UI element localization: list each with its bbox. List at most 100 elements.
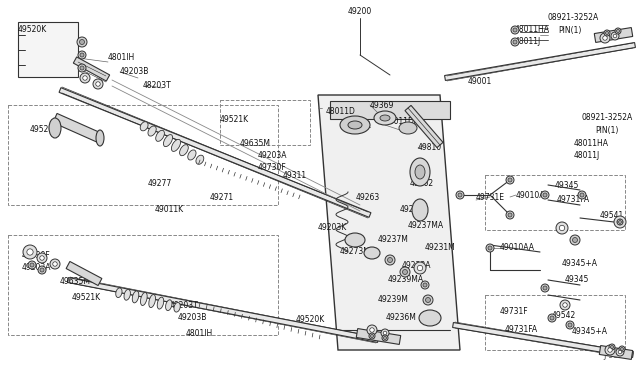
- Circle shape: [80, 73, 90, 83]
- Text: 49810: 49810: [418, 144, 442, 153]
- Circle shape: [541, 191, 549, 199]
- Circle shape: [488, 246, 492, 250]
- Ellipse shape: [399, 122, 417, 134]
- Circle shape: [28, 261, 36, 269]
- Circle shape: [563, 303, 567, 307]
- Text: 4801lH: 4801lH: [108, 54, 135, 62]
- Text: 48011HA: 48011HA: [515, 26, 550, 35]
- Ellipse shape: [116, 288, 122, 298]
- Circle shape: [38, 266, 46, 274]
- Text: 49239MA: 49239MA: [388, 276, 424, 285]
- Circle shape: [604, 30, 610, 36]
- Text: PIN(1): PIN(1): [558, 26, 581, 35]
- Circle shape: [93, 79, 103, 89]
- Circle shape: [621, 347, 623, 350]
- Circle shape: [615, 28, 621, 34]
- Circle shape: [23, 245, 37, 259]
- Text: 49203A: 49203A: [22, 263, 51, 272]
- Circle shape: [403, 269, 408, 275]
- Circle shape: [511, 26, 519, 34]
- Text: 49203A: 49203A: [258, 151, 287, 160]
- Circle shape: [513, 28, 517, 32]
- Text: 49520: 49520: [30, 125, 54, 135]
- Text: 49730F: 49730F: [258, 163, 287, 171]
- Circle shape: [30, 263, 34, 267]
- Text: 49345: 49345: [565, 276, 589, 285]
- Ellipse shape: [174, 302, 180, 312]
- Circle shape: [611, 346, 614, 349]
- Ellipse shape: [180, 145, 188, 156]
- Polygon shape: [445, 42, 636, 80]
- Circle shape: [570, 235, 580, 245]
- Polygon shape: [595, 28, 633, 42]
- Text: 48203T: 48203T: [170, 301, 199, 310]
- Ellipse shape: [374, 111, 396, 125]
- Text: 49369: 49369: [370, 100, 394, 109]
- Circle shape: [80, 66, 84, 70]
- Circle shape: [506, 211, 514, 219]
- Circle shape: [369, 333, 375, 339]
- Circle shape: [543, 286, 547, 290]
- Ellipse shape: [188, 150, 196, 160]
- Text: 49011K: 49011K: [155, 205, 184, 215]
- Circle shape: [605, 32, 609, 35]
- Circle shape: [96, 82, 100, 86]
- Circle shape: [616, 29, 620, 32]
- Polygon shape: [318, 95, 460, 350]
- Circle shape: [560, 300, 570, 310]
- Text: 49731F: 49731F: [500, 308, 529, 317]
- Bar: [220, 100, 310, 145]
- Circle shape: [608, 348, 612, 352]
- Ellipse shape: [345, 233, 365, 247]
- Ellipse shape: [163, 135, 173, 147]
- Bar: [18, 22, 78, 77]
- Text: 49731E: 49731E: [476, 193, 505, 202]
- Circle shape: [511, 38, 519, 46]
- Text: 49345+A: 49345+A: [562, 259, 598, 267]
- Circle shape: [613, 34, 617, 38]
- Circle shape: [27, 249, 33, 255]
- Text: J-93007: J-93007: [604, 351, 635, 360]
- Circle shape: [618, 350, 622, 354]
- Text: 08921-3252A: 08921-3252A: [582, 113, 633, 122]
- Text: 49730F: 49730F: [22, 250, 51, 260]
- Bar: [485, 175, 625, 230]
- Text: 49237MA: 49237MA: [408, 221, 444, 230]
- Circle shape: [611, 32, 619, 40]
- Text: 49239M: 49239M: [378, 295, 409, 305]
- Ellipse shape: [364, 247, 380, 259]
- Circle shape: [578, 191, 586, 199]
- Text: PIN(1): PIN(1): [595, 125, 618, 135]
- Polygon shape: [59, 88, 371, 217]
- Bar: [485, 295, 625, 350]
- Circle shape: [37, 253, 47, 263]
- Circle shape: [619, 346, 625, 352]
- Polygon shape: [356, 328, 401, 344]
- Circle shape: [616, 348, 624, 356]
- Text: 49203B: 49203B: [178, 314, 207, 323]
- Circle shape: [79, 39, 84, 45]
- Text: 49277: 49277: [148, 179, 172, 187]
- Circle shape: [383, 337, 387, 340]
- Text: 49236M: 49236M: [386, 314, 417, 323]
- Text: 49233A: 49233A: [402, 260, 431, 269]
- Circle shape: [385, 255, 395, 265]
- Circle shape: [614, 216, 626, 228]
- Circle shape: [573, 237, 577, 243]
- Circle shape: [617, 219, 623, 225]
- Text: 49520K: 49520K: [296, 315, 325, 324]
- Circle shape: [52, 262, 57, 266]
- Ellipse shape: [419, 310, 441, 326]
- Ellipse shape: [156, 130, 164, 141]
- Ellipse shape: [380, 115, 390, 121]
- Polygon shape: [330, 101, 450, 119]
- Circle shape: [78, 64, 86, 72]
- Circle shape: [77, 37, 87, 47]
- Polygon shape: [74, 57, 109, 81]
- Ellipse shape: [340, 116, 370, 134]
- Text: 48011J: 48011J: [515, 38, 541, 46]
- Circle shape: [387, 257, 392, 263]
- Text: 49273M: 49273M: [340, 247, 371, 257]
- Text: 08921-3252A: 08921-3252A: [548, 13, 599, 22]
- Circle shape: [543, 193, 547, 197]
